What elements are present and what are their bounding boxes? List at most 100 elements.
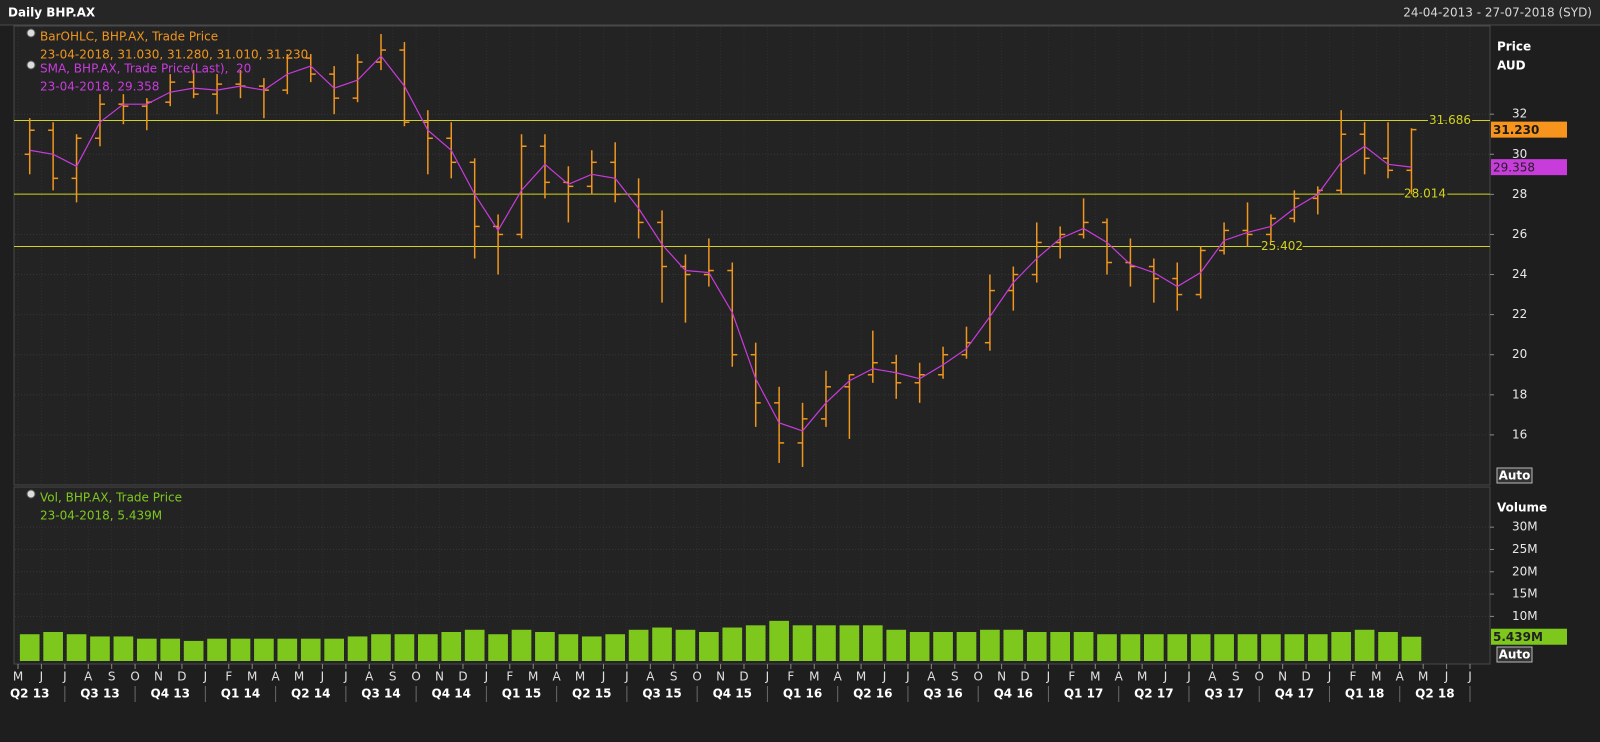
month-label: A (646, 670, 655, 684)
auto-scale-button[interactable] (1496, 646, 1533, 663)
volume-bar (1401, 636, 1422, 661)
quarter-label: Q2 18 (1415, 687, 1454, 701)
month-label: J (1444, 670, 1449, 684)
auto-scale-label[interactable]: Auto (1499, 648, 1531, 662)
month-label: F (225, 670, 232, 684)
sma-line (29, 55, 1412, 432)
month-label: J (1186, 670, 1191, 684)
quarter-label: Q2 13 (10, 687, 49, 701)
y-axis-title: Volume (1497, 501, 1547, 515)
volume-bar (1097, 634, 1117, 661)
volume-bar (792, 625, 813, 661)
volume-bar (1190, 634, 1211, 661)
chart-title: Daily BHP.AX (8, 6, 96, 20)
volume-bar (816, 625, 836, 661)
month-label: M (294, 670, 304, 684)
month-label: A (834, 670, 843, 684)
y-tick-label: 15M (1512, 587, 1538, 601)
volume-bar (1354, 629, 1375, 661)
y-tick-label: 25M (1512, 542, 1538, 556)
month-label: J (62, 670, 67, 684)
month-label: J (1046, 670, 1051, 684)
month-label: M (575, 670, 585, 684)
month-label: O (411, 670, 420, 684)
month-label: J (320, 670, 325, 684)
volume-bar (1144, 634, 1164, 661)
quarter-label: Q3 16 (923, 687, 962, 701)
volume-bar (535, 632, 555, 661)
month-label: A (553, 670, 562, 684)
volume-bar (160, 638, 181, 661)
volume-bar (324, 638, 344, 661)
month-label: M (856, 670, 866, 684)
y-axis-title: Price (1497, 40, 1531, 54)
level-label: 25.402 (1261, 239, 1303, 253)
volume-bar (628, 629, 649, 661)
quarter-label: Q4 14 (432, 687, 471, 701)
month-label: J (882, 670, 887, 684)
volume-bar (1261, 634, 1281, 661)
month-label: S (1232, 670, 1240, 684)
quarter-label: Q2 15 (572, 687, 611, 701)
month-label: A (927, 670, 936, 684)
auto-scale-button[interactable] (1496, 467, 1533, 484)
auto-scale-label[interactable]: Auto (1499, 469, 1531, 483)
volume-bar (43, 632, 63, 661)
month-label: D (1301, 670, 1310, 684)
volume-bar (652, 627, 672, 661)
legend-values: 23-04-2018, 29.358 (40, 80, 159, 94)
month-label: D (1020, 670, 1029, 684)
volume-bar (1073, 632, 1094, 661)
volume-bar (418, 634, 438, 661)
quarter-label: Q3 14 (361, 687, 400, 701)
quarter-label: Q1 17 (1064, 687, 1103, 701)
quarter-label: Q4 13 (151, 687, 190, 701)
month-label: M (1371, 670, 1381, 684)
volume-bar (675, 629, 696, 661)
volume-bar (488, 634, 508, 661)
volume-bar (558, 634, 579, 661)
month-label: F (1349, 670, 1356, 684)
last-value-label: 5.439M (1493, 630, 1543, 644)
legend-name: Vol, BHP.AX, Trade Price (40, 491, 182, 505)
volume-bar (136, 638, 157, 661)
volume-bar (839, 625, 860, 661)
volume-bar (980, 629, 1000, 661)
quarter-label: Q3 13 (80, 687, 119, 701)
month-label: N (997, 670, 1006, 684)
volume-bar (441, 632, 462, 661)
legend-values: 23-04-2018, 5.439M (40, 509, 162, 523)
quarter-label: Q2 14 (291, 687, 330, 701)
volume-bar (90, 636, 110, 661)
quarter-label: Q2 16 (853, 687, 892, 701)
month-label: J (905, 670, 910, 684)
volume-bar (394, 634, 415, 661)
legend-name: SMA, BHP.AX, Trade Price(Last), 20 (40, 62, 251, 76)
volume-bar (254, 638, 274, 661)
month-label: N (1278, 670, 1287, 684)
month-label: S (951, 670, 959, 684)
month-label: O (1254, 670, 1263, 684)
y-tick-label: 24 (1512, 267, 1527, 281)
month-label: N (716, 670, 725, 684)
month-label: J (601, 670, 606, 684)
month-label: D (739, 670, 748, 684)
month-label: D (458, 670, 467, 684)
month-label: J (1163, 670, 1168, 684)
month-label: J (484, 670, 489, 684)
legend-icon (26, 28, 36, 38)
month-label: M (13, 670, 23, 684)
month-label: O (130, 670, 139, 684)
volume-bar (862, 625, 883, 661)
month-label: F (506, 670, 513, 684)
month-label: O (973, 670, 982, 684)
legend-name: BarOHLC, BHP.AX, Trade Price (40, 30, 218, 44)
quarter-label: Q3 17 (1204, 687, 1243, 701)
month-label: M (528, 670, 538, 684)
volume-bar (886, 629, 907, 661)
volume-bar (745, 625, 766, 661)
month-label: S (670, 670, 678, 684)
volume-bar (464, 629, 485, 661)
month-label: J (203, 670, 208, 684)
